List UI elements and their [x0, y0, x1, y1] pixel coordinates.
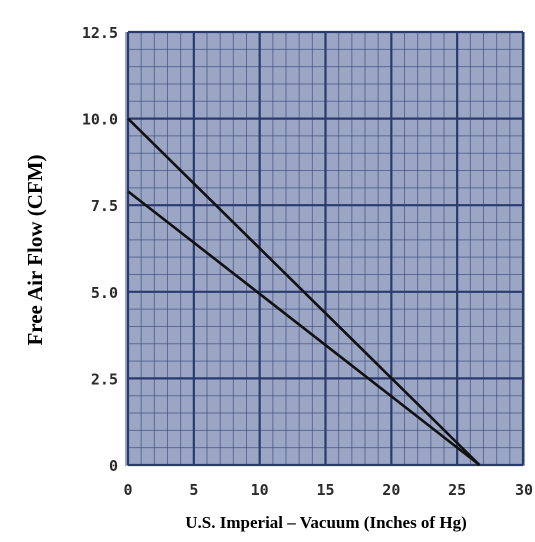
x-tick-label: 15: [316, 481, 334, 499]
series-line-2: [127, 190, 481, 467]
series-layer: [127, 117, 481, 467]
x-tick-label: 10: [251, 481, 269, 499]
x-tick-label: 0: [123, 481, 132, 499]
x-tick-label: 20: [382, 481, 400, 499]
y-tick-label: 2.5: [91, 370, 118, 388]
x-axis-title: U.S. Imperial – Vacuum (Inches of Hg): [185, 513, 466, 532]
x-axis-ticks: 0 5 10 15 20 25 30: [123, 481, 533, 499]
y-tick-label: 5.0: [91, 284, 118, 302]
y-tick-label: 12.5: [82, 24, 118, 42]
x-tick-label: 5: [189, 481, 198, 499]
x-tick-label: 30: [515, 481, 533, 499]
series-line-1: [127, 117, 481, 466]
y-tick-label: 7.5: [91, 197, 118, 215]
y-axis-ticks: 0 2.5 5.0 7.5 10.0 12.5: [82, 24, 118, 475]
y-axis-title: Free Air Flow (CFM): [23, 154, 47, 345]
y-tick-label: 0: [109, 457, 118, 475]
y-tick-label: 10.0: [82, 111, 118, 129]
x-tick-label: 25: [448, 481, 466, 499]
